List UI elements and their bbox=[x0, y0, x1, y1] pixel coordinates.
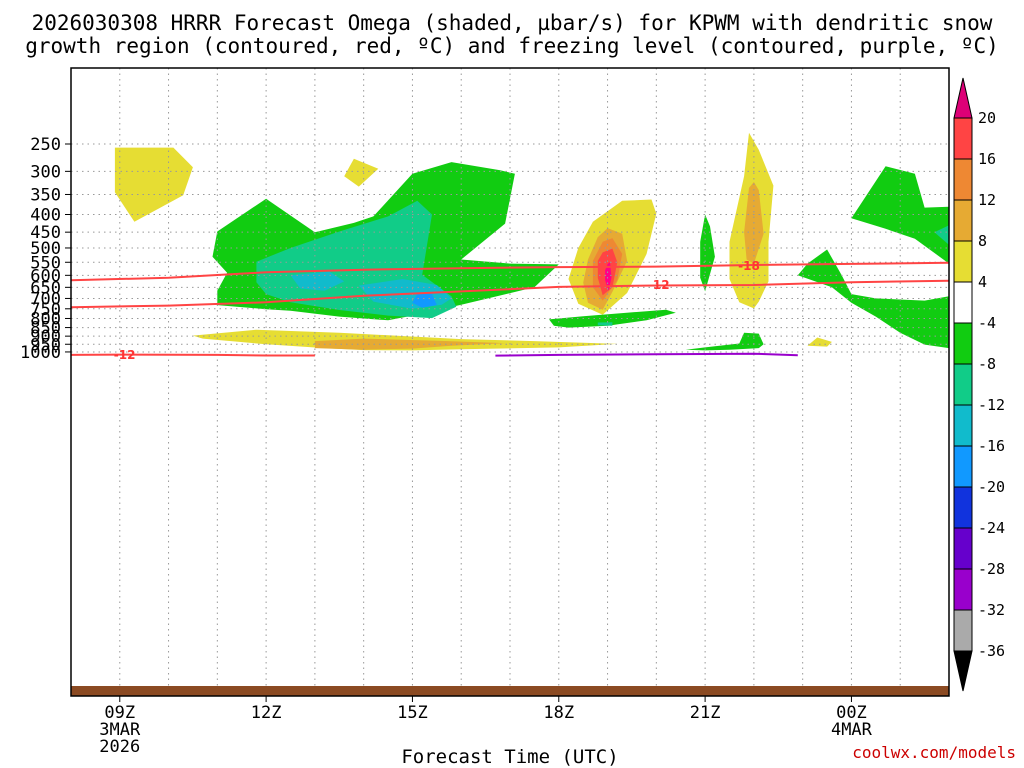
colorbar-bin bbox=[953, 404, 973, 447]
chart-title-line2: growth region (contoured, red, ºC) and f… bbox=[25, 34, 999, 58]
y-tick-label: 450 bbox=[30, 223, 61, 243]
colorbar-bin bbox=[953, 322, 973, 365]
x-tick-label: 00Z bbox=[836, 703, 867, 723]
omega-region-narrow-green-21Z bbox=[700, 214, 715, 292]
colorbar-bin bbox=[953, 568, 973, 611]
colorbar-bin bbox=[953, 363, 973, 406]
omega-region-green-right-lower bbox=[797, 249, 949, 349]
contour--18-isotherm bbox=[71, 261, 949, 282]
chart-title-line1: 2026030308 HRRR Forecast Omega (shaded, … bbox=[32, 11, 993, 35]
omega-region-green-upper-right bbox=[851, 166, 949, 264]
colorbar-label: 8 bbox=[978, 232, 987, 250]
colorbar-bin bbox=[953, 486, 973, 529]
x-tick-label: 21Z bbox=[690, 703, 721, 723]
y-tick-label: 350 bbox=[30, 185, 61, 205]
y-tick-label: 400 bbox=[30, 206, 61, 226]
colorbar-label: -20 bbox=[978, 478, 1005, 496]
y-tick-label: 600 bbox=[30, 266, 61, 286]
colorbar-label: -36 bbox=[978, 642, 1005, 660]
colorbar-bin bbox=[953, 117, 973, 160]
temperature-contours: -18 12 -12 bbox=[71, 259, 949, 362]
y-tick-label: 250 bbox=[30, 135, 61, 155]
x-tick-label: 09Z bbox=[104, 703, 135, 723]
colorbar-label: -24 bbox=[978, 519, 1005, 537]
colorbar-label: 20 bbox=[978, 109, 996, 127]
contour-label: 12 bbox=[653, 278, 670, 292]
colorbar-label: -28 bbox=[978, 560, 1005, 578]
y-tick-label: 750 bbox=[30, 300, 61, 320]
y-tick-label: 550 bbox=[30, 253, 61, 273]
y-tick-label: 900 bbox=[30, 327, 61, 347]
colorbar-bin bbox=[953, 240, 973, 283]
colorbar-label: -8 bbox=[978, 355, 996, 373]
contour--12-isotherm-surface bbox=[71, 353, 315, 357]
colorbar-min-arrow bbox=[953, 650, 973, 692]
y-tick-label: 500 bbox=[30, 239, 61, 259]
pressure-axis: 250 300 3504004505005506006507007508008509… bbox=[20, 135, 71, 363]
omega-region-magenta-column bbox=[605, 262, 612, 291]
colorbar-label: -12 bbox=[978, 396, 1005, 414]
contour-label: -12 bbox=[114, 348, 136, 362]
grid-lines bbox=[71, 68, 949, 696]
colorbar-bin bbox=[953, 281, 973, 324]
contour--12-isotherm bbox=[71, 279, 949, 309]
x-tick-label: 15Z bbox=[397, 703, 428, 723]
omega-region-teal-right-edge bbox=[934, 225, 949, 245]
colorbar-bin bbox=[953, 199, 973, 242]
colorbar-label: -16 bbox=[978, 437, 1005, 455]
y-tick-label: 850 bbox=[30, 319, 61, 339]
colorbar-label: 12 bbox=[978, 191, 996, 209]
y-tick-label: 700 bbox=[30, 289, 61, 309]
contour-freezing-level bbox=[495, 352, 798, 357]
colorbar-bin bbox=[953, 527, 973, 570]
terrain-strip bbox=[71, 686, 949, 696]
omega-region-green-lower-800mb bbox=[549, 309, 676, 328]
x-tick-label: 12Z bbox=[251, 703, 282, 723]
y-tick-label: 650 bbox=[30, 278, 61, 298]
x-tick-label: 18Z bbox=[543, 703, 574, 723]
omega-region-green-surface-22Z bbox=[685, 332, 764, 351]
colorbar: -36 -32 -28 -24 -20 -16 -12 -8 -4 4 8 12 16 20 bbox=[953, 77, 1005, 692]
colorbar-bin bbox=[953, 609, 973, 652]
omega-region-cyan-lower-800mb bbox=[597, 322, 613, 326]
colorbar-label: 16 bbox=[978, 150, 996, 168]
x-axis-label: Forecast Time (UTC) bbox=[401, 746, 618, 768]
omega-region-upper-yellow-left bbox=[114, 147, 193, 222]
x-tick-label: 2026 bbox=[99, 737, 140, 757]
colorbar-bin bbox=[953, 445, 973, 488]
colorbar-label: -4 bbox=[978, 314, 996, 332]
y-tick-label: 300 bbox=[30, 162, 61, 182]
y-tick-label: 800 bbox=[30, 309, 61, 329]
omega-region-small-yellow-300mb bbox=[344, 158, 379, 187]
contour-label: -18 bbox=[738, 259, 760, 273]
omega-region-orange-surface-band bbox=[314, 338, 506, 350]
omega-region-blue-center bbox=[412, 293, 437, 308]
credit-text: coolwx.com/models bbox=[852, 743, 1016, 762]
colorbar-bin bbox=[953, 158, 973, 201]
colorbar-label: 4 bbox=[978, 273, 987, 291]
omega-region-cyan-left bbox=[290, 271, 345, 291]
x-tick-label: 4MAR bbox=[831, 720, 873, 740]
y-tick-label: 1000 bbox=[20, 343, 61, 363]
y-tick-label: 950 bbox=[30, 335, 61, 355]
x-tick-label: 3MAR bbox=[99, 720, 141, 740]
colorbar-max-arrow bbox=[953, 77, 973, 119]
colorbar-label: -32 bbox=[978, 601, 1005, 619]
plot-frame bbox=[70, 67, 950, 697]
